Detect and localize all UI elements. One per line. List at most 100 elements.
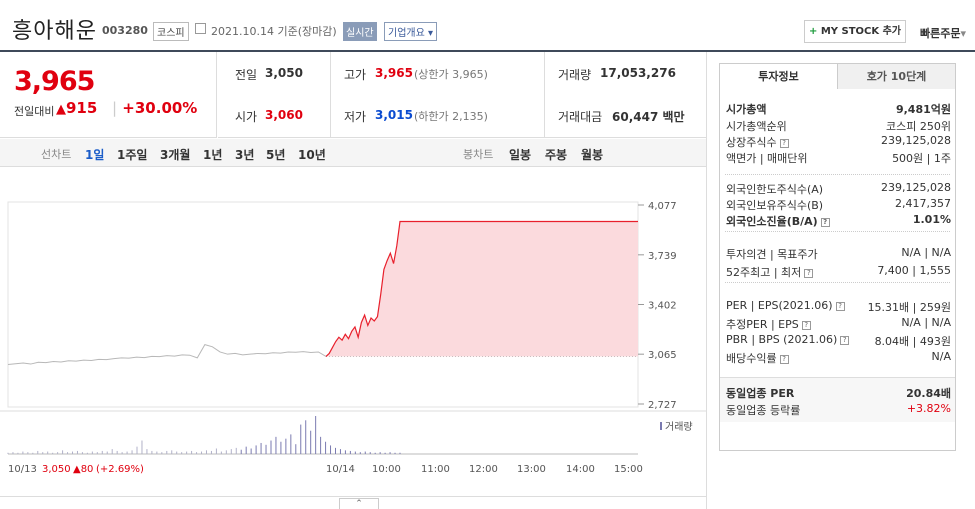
collapse-toggle[interactable]: ⌃ bbox=[339, 498, 379, 509]
info-row-label: 외국인한도주식수(A) bbox=[726, 183, 824, 196]
open-value: 3,060 bbox=[265, 108, 303, 122]
divider bbox=[330, 52, 331, 137]
info-row-label: 시가총액순위 bbox=[726, 120, 787, 133]
tab-5y[interactable]: 5년 bbox=[266, 148, 286, 162]
price-chart: 4,077 3,739 3,402 3,065 2,727 거래량 10/14 10:00 11… bbox=[0, 168, 706, 488]
reference-date: 2021.10.14 기준(장마감) bbox=[211, 25, 337, 38]
prev-day-price: 3,050 bbox=[42, 464, 71, 475]
realtime-button[interactable]: 실시간 bbox=[343, 22, 377, 41]
tab-investment-info[interactable]: 투자정보 bbox=[719, 63, 838, 90]
amount-number: 60,447 bbox=[612, 110, 659, 124]
stock-header: 흥아해운 003280 코스피 2021.10.14 기준(장마감) 실시간 기… bbox=[0, 0, 975, 50]
info-row: 시가총액 9,481억원 bbox=[726, 101, 951, 117]
help-icon[interactable]: ? bbox=[835, 301, 845, 311]
prev-day-date: 10/13 bbox=[8, 464, 37, 475]
mystock-label: MY STOCK 추가 bbox=[820, 26, 902, 37]
info-row-value: N/A | N/A bbox=[901, 246, 951, 259]
high-label: 고가 bbox=[344, 68, 367, 82]
price-chart-svg: 4,077 3,739 3,402 3,065 2,727 거래량 10/14 10:00 11… bbox=[0, 201, 706, 475]
upper-limit: (상한가 3,965) bbox=[414, 68, 488, 81]
info-row-label: 외국인보유주식수(B) bbox=[726, 199, 824, 212]
tab-daily[interactable]: 일봉 bbox=[509, 148, 532, 162]
help-icon[interactable]: ? bbox=[804, 268, 814, 278]
divider bbox=[544, 52, 545, 137]
info-row-value: 7,400 | 1,555 bbox=[877, 264, 951, 277]
calendar-icon bbox=[195, 23, 206, 34]
info-row: 외국인소진율(B/A)? 1.01% bbox=[726, 213, 951, 229]
prev-day-rate: (+2.69%) bbox=[96, 464, 144, 475]
volume-legend-label: 거래량 bbox=[665, 421, 693, 433]
info-row-label: PER | EPS(2021.06)? bbox=[726, 299, 845, 312]
info-row: 투자의견 | 목표주가 N/A | N/A bbox=[726, 246, 951, 262]
volume-legend-swatch bbox=[660, 422, 662, 430]
high-value: 3,965 bbox=[375, 66, 413, 80]
info-row: 배당수익률? N/A bbox=[726, 350, 951, 366]
lower-limit: (하한가 2,135) bbox=[414, 110, 488, 123]
info-row-label: PBR | BPS (2021.06)? bbox=[726, 333, 850, 346]
info-row: PBR | BPS (2021.06)? 8.04배 | 493원 bbox=[726, 333, 951, 349]
tab-monthly[interactable]: 월봉 bbox=[581, 148, 604, 162]
tab-1w[interactable]: 1주일 bbox=[117, 148, 148, 162]
price-change-value: 915 bbox=[66, 99, 98, 117]
tab-3m[interactable]: 3개월 bbox=[160, 148, 191, 162]
help-icon[interactable]: ? bbox=[779, 354, 789, 364]
info-row-value: N/A bbox=[931, 350, 951, 363]
plus-icon: + bbox=[808, 26, 818, 37]
price-change-rate-value: +30.00% bbox=[122, 99, 198, 117]
x-tick-label: 10:00 bbox=[372, 464, 401, 475]
info-row-label: 외국인소진율(B/A)? bbox=[726, 213, 830, 229]
price-change: ▲915 bbox=[56, 99, 97, 117]
tab-3y[interactable]: 3년 bbox=[235, 148, 255, 162]
y-tick-label: 4,077 bbox=[648, 201, 677, 212]
y-tick-label: 3,402 bbox=[648, 301, 677, 312]
info-row-label: 52주최고 | 최저? bbox=[726, 264, 814, 280]
help-icon[interactable]: ? bbox=[820, 217, 830, 227]
stock-code: 003280 bbox=[102, 24, 148, 37]
info-row-value: N/A | N/A bbox=[901, 316, 951, 329]
volume-label: 거래량 bbox=[558, 68, 592, 82]
info-row-label: 상장주식수? bbox=[726, 134, 789, 150]
prev-close-label: 전일 bbox=[235, 68, 258, 82]
tab-1d[interactable]: 1일 bbox=[85, 148, 105, 162]
x-tick-label: 15:00 bbox=[614, 464, 643, 475]
quote-table: 전일 3,050 고가 3,965 (상한가 3,965) 거래량 17,053… bbox=[218, 52, 706, 138]
help-icon[interactable]: ? bbox=[779, 138, 789, 148]
company-overview-dropdown[interactable]: 기업개요 ▾ bbox=[384, 22, 438, 41]
low-label: 저가 bbox=[344, 110, 367, 124]
info-row: 추정PER | EPS? N/A | N/A bbox=[726, 316, 951, 332]
today-line bbox=[325, 220, 638, 357]
tab-weekly[interactable]: 주봉 bbox=[545, 148, 568, 162]
help-icon[interactable]: ? bbox=[801, 320, 811, 330]
quick-order-button[interactable]: 빠른주문▾ bbox=[920, 25, 966, 41]
amount-unit: 백만 bbox=[662, 110, 685, 124]
mystock-add-button[interactable]: + MY STOCK 추가 bbox=[804, 20, 906, 43]
chevron-down-icon: ▾ bbox=[428, 28, 434, 39]
tab-1y[interactable]: 1년 bbox=[203, 148, 223, 162]
info-row-label: 액면가 | 매매단위 bbox=[726, 152, 808, 165]
row-group-divider bbox=[725, 174, 950, 175]
info-row: 52주최고 | 최저? 7,400 | 1,555 bbox=[726, 264, 951, 280]
price-box: 3,965 전일대비 ▲915 | +30.00% bbox=[0, 52, 217, 138]
info-row-value: 코스피 250위 bbox=[886, 120, 951, 133]
info-row-value: 15.31배 | 259원 bbox=[867, 301, 951, 314]
info-row-value: 8.04배 | 493원 bbox=[874, 335, 951, 348]
info-row-value: 9,481억원 bbox=[895, 103, 951, 116]
info-row: 동일업종 등락률 +3.82% bbox=[726, 402, 951, 418]
info-row: PER | EPS(2021.06)? 15.31배 | 259원 bbox=[726, 299, 951, 315]
help-icon[interactable]: ? bbox=[840, 335, 850, 345]
tab-order-book[interactable]: 호가 10단계 bbox=[837, 63, 956, 90]
x-tick-label: 12:00 bbox=[469, 464, 498, 475]
y-tick-label: 3,065 bbox=[648, 350, 677, 361]
info-row: 외국인보유주식수(B) 2,417,357 bbox=[726, 197, 951, 213]
open-label: 시가 bbox=[235, 110, 258, 124]
info-row-value: 239,125,028 bbox=[881, 134, 951, 147]
tab-10y[interactable]: 10년 bbox=[298, 148, 326, 162]
sector-per-background bbox=[720, 377, 955, 422]
info-row-value: +3.82% bbox=[906, 402, 951, 415]
bottom-divider bbox=[0, 496, 706, 497]
chevron-up-icon: ⌃ bbox=[355, 499, 363, 509]
compare-label: 전일대비 bbox=[14, 105, 55, 118]
info-row: 상장주식수? 239,125,028 bbox=[726, 134, 951, 150]
y-tick-label: 2,727 bbox=[648, 400, 677, 411]
